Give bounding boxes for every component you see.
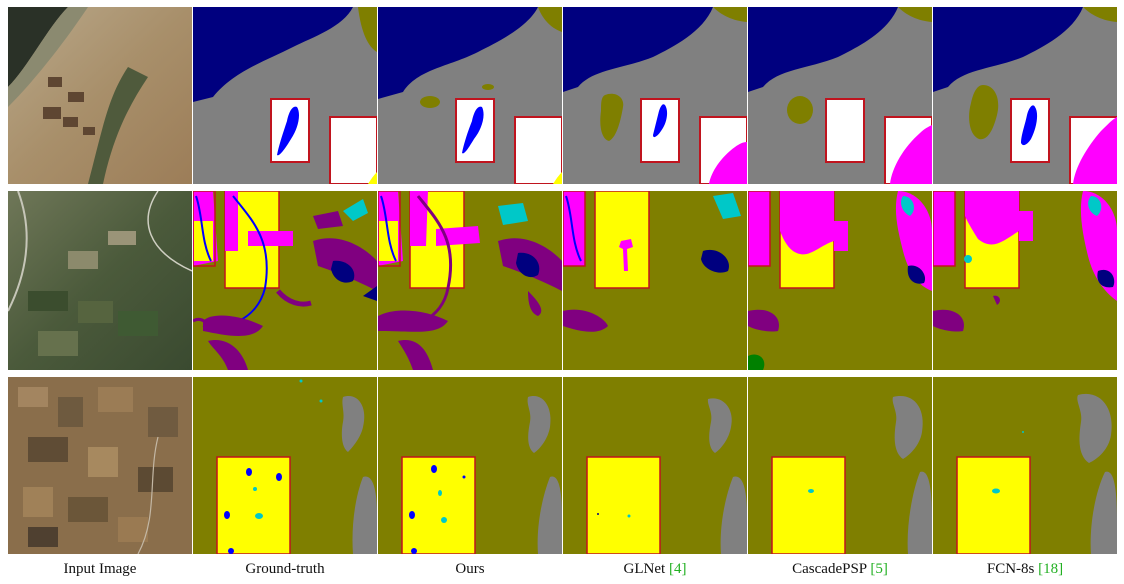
row1-glnet [563,7,747,184]
row3-ours [378,377,562,554]
caption-ref[interactable]: [18] [1038,561,1064,577]
caption-cascadepsp: CascadePSP [5] [748,561,932,583]
caption-input-image: Input Image [8,561,192,583]
row1-ground-truth [193,7,377,184]
row2-glnet [563,191,747,370]
row3-input-image [8,377,192,554]
row3-cascadepsp [748,377,932,554]
row2-ground-truth [193,191,377,370]
row3-ground-truth [193,377,377,554]
row3-glnet [563,377,747,554]
row2-ours [378,191,562,370]
caption-ref[interactable]: [4] [668,561,687,577]
row2-fcn8s [933,191,1117,370]
row1-cascadepsp [748,7,932,184]
row2-cascadepsp [748,191,932,370]
caption-label: FCN-8s [986,561,1039,577]
row1-ours [378,7,562,184]
row1-fcn8s [933,7,1117,184]
caption-fcn8s: FCN-8s [18] [933,561,1117,583]
caption-ref[interactable]: [5] [870,561,888,577]
caption-label: Ours [455,561,485,577]
caption-label: GLNet [623,561,669,577]
caption-ground-truth: Ground-truth [193,561,377,583]
caption-ours: Ours [378,561,562,583]
row1-input-image [8,7,192,184]
caption-label: CascadePSP [792,561,871,577]
row3-fcn8s [933,377,1117,554]
row2-input-image [8,191,192,370]
caption-label: Input Image [63,561,137,577]
caption-label: Ground-truth [245,561,325,577]
caption-glnet: GLNet [4] [563,561,747,583]
